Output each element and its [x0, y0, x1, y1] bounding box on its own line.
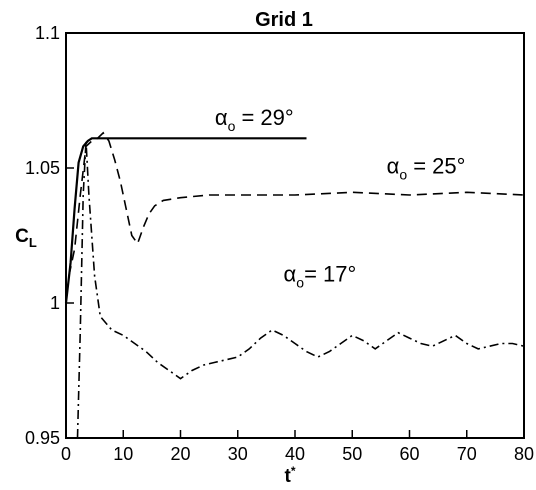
x-tick-label: 70: [457, 444, 477, 464]
x-tick-label: 20: [170, 444, 190, 464]
series-line-0: [64, 137, 307, 304]
chart-title: Grid 1: [255, 9, 313, 31]
series-annotation-2: αo= 17°: [284, 261, 357, 290]
y-tick-label: 1.05: [25, 158, 60, 178]
x-tick-label: 30: [228, 444, 248, 464]
series-line-2: [76, 140, 525, 439]
x-tick-label: 0: [61, 444, 71, 464]
x-tick-label: 60: [399, 444, 419, 464]
series-line-1: [68, 131, 525, 277]
y-tick-label: 0.95: [25, 428, 60, 448]
y-axis-label: CL: [15, 226, 37, 250]
y-tick-label: 1: [50, 293, 60, 313]
x-tick-label: 80: [514, 444, 534, 464]
x-tick-label: 10: [113, 444, 133, 464]
x-tick-label: 40: [285, 444, 305, 464]
x-tick-label: 50: [342, 444, 362, 464]
series-annotation-1: αo = 25°: [387, 153, 466, 182]
series-layer: [64, 131, 525, 439]
annotation-layer: αo = 29° αo = 25° αo= 17°: [215, 105, 466, 291]
series-annotation-0: αo = 29°: [215, 105, 294, 134]
ticks-layer: 0 10 20 30 40 50 60 70 80 0.95 1 1.05 1.1: [25, 23, 534, 464]
plot-frame: [65, 32, 525, 439]
x-axis-label: t*: [285, 464, 296, 487]
y-tick-label: 1.1: [35, 23, 60, 43]
